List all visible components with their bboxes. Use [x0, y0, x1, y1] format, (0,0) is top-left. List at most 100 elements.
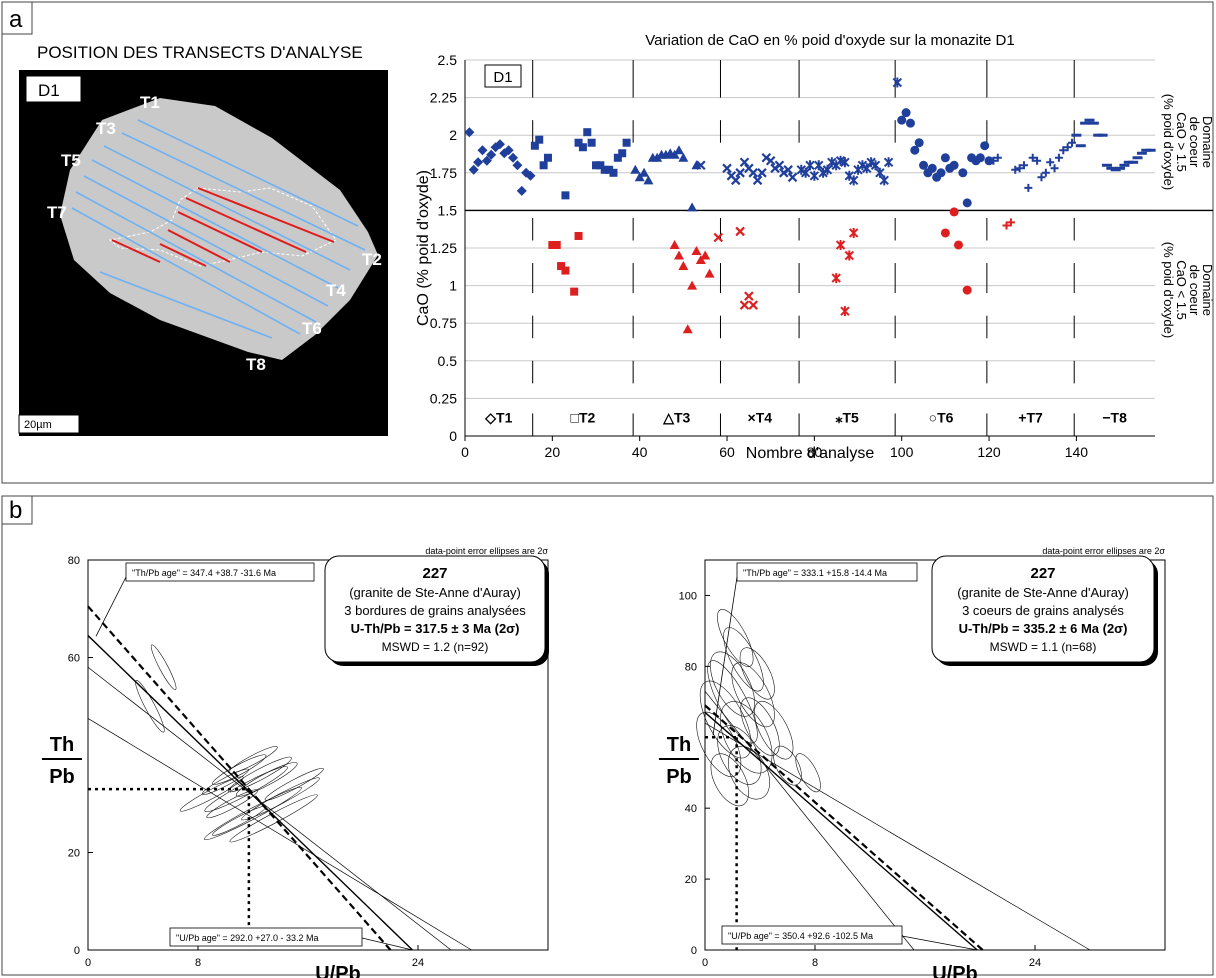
isochron-xtick-label: 24	[1029, 957, 1041, 969]
cao-point-rim-t5	[875, 167, 885, 178]
transect-label-t6: T6	[302, 319, 322, 338]
cao-point-rim-t5	[879, 175, 889, 186]
isochron-error-ellipse	[710, 753, 749, 807]
cao-point-core-t7	[1006, 218, 1015, 227]
cao-ytick-label: 0	[449, 428, 457, 444]
cao-point-rim-t6	[919, 160, 929, 170]
isochron-thpb-age-box	[736, 562, 918, 582]
isochron-line-thin	[87, 666, 452, 951]
isochron-error-ellipse	[739, 647, 775, 700]
isochron-x-axis-label: U/Pb	[932, 963, 978, 978]
cao-point-rim-t4	[730, 175, 741, 186]
isochron-ytick-label: 0	[691, 945, 697, 957]
cao-xtick-label: 100	[890, 444, 914, 460]
cao-xtick-label: 0	[461, 444, 469, 460]
cao-annotation-lower-3: CaO < 1.5	[1174, 260, 1189, 320]
cao-annotation-lower-1: Domaine	[1200, 264, 1215, 316]
cao-point-core-t3	[691, 246, 702, 256]
isochron-ytick-label: 80	[685, 661, 697, 673]
isochron-ytick-label: 20	[68, 848, 80, 860]
cao-ytick-label: 2.5	[438, 52, 458, 68]
cao-legend-t5: ⁎T5	[835, 409, 859, 425]
cao-annotation-upper-1: Domaine	[1200, 116, 1215, 168]
cao-point-core-t2	[561, 266, 570, 275]
cao-annotation-lower-4: (% poid d'oxyde)	[1161, 242, 1176, 338]
cao-chart: Variation de CaO en % poid d'oxyde sur l…	[415, 32, 1215, 462]
cao-legend-t3: △T3	[662, 409, 690, 425]
isochron-plot-frame	[704, 559, 1166, 951]
isochron-header: data-point error ellipses are 2σ	[425, 546, 548, 556]
core-transect-line-5	[159, 243, 207, 267]
cao-point-rim-t1	[473, 157, 484, 168]
isochron-error-ellipse	[795, 753, 821, 793]
rim-transect-line-7	[71, 207, 301, 335]
cao-point-core-t3	[682, 324, 693, 334]
cao-point-core-t6	[953, 240, 963, 250]
isochron-ytick-label: 40	[685, 803, 697, 815]
cao-point-rim-t4	[783, 165, 793, 175]
cao-ytick-label: 2.25	[430, 90, 457, 106]
isochron-error-ellipse	[740, 697, 780, 756]
cao-point-rim-t1	[508, 152, 519, 163]
isochron-thpb-age-label: "Th/Pb age" = 333.1 +15.8 -14.4 Ma	[743, 568, 887, 578]
image-heading: POSITION DES TRANSECTS D'ANALYSE	[37, 43, 363, 62]
core-transect-line-3	[177, 211, 263, 253]
cao-point-rim-t6	[940, 153, 950, 163]
cao-point-rim-t6	[897, 115, 907, 125]
cao-point-rim-t6	[901, 108, 911, 118]
isochron-ytick-label: 60	[68, 653, 80, 665]
rim-transect-line-4	[91, 159, 339, 289]
isochron-y-axis-denominator: Pb	[49, 766, 75, 788]
cao-point-rim-t4	[735, 168, 745, 178]
rim-transect-line-1	[137, 119, 359, 227]
cao-point-rim-t6	[927, 163, 937, 173]
cao-point-rim-t3	[678, 152, 689, 162]
cao-point-rim-t5	[862, 163, 872, 174]
isochron-info-line1: (granite de Ste-Anne d'Auray)	[957, 585, 1129, 600]
cao-point-rim-t2	[596, 161, 605, 170]
core-transect-line-2	[185, 197, 307, 253]
isochron-x-axis-label: U/Pb	[315, 963, 361, 978]
transect-label-t7: T7	[47, 203, 67, 222]
cao-point-rim-t6	[980, 141, 990, 151]
cao-legend-t7: +T7	[1018, 409, 1043, 425]
bse-image: D1 20µm T1 T2 T3 T4 T5 T6 T7 T8	[18, 70, 388, 436]
cao-point-rim-t5	[805, 160, 815, 171]
cao-legend-t6: ○T6	[929, 409, 954, 425]
cao-annotation-upper-2: de coeur	[1187, 117, 1202, 168]
cao-point-rim-t2	[530, 141, 539, 150]
cao-point-rim-t2	[587, 138, 596, 147]
isochron-rims-chart: data-point error ellipses are 2σ 0 20 60 80 0…	[42, 546, 549, 978]
sample-label-box	[25, 75, 82, 103]
isochron-line-thin	[704, 722, 1091, 951]
rim-transect-line-3	[103, 145, 351, 271]
cao-legend-t4: ×T4	[748, 409, 773, 425]
isochron-error-ellipse	[204, 786, 302, 841]
cao-point-rim-t1	[494, 139, 505, 150]
cao-point-core-t5	[835, 239, 846, 250]
isochron-error-ellipse	[773, 745, 802, 786]
cao-point-rim-t2	[622, 138, 631, 147]
cao-point-rim-t3	[687, 202, 698, 212]
isochron-thpb-leader	[712, 576, 738, 736]
transect-label-t2: T2	[362, 250, 382, 269]
cao-point-core-t3	[687, 280, 698, 290]
cao-point-core-t4	[713, 232, 724, 243]
cao-point-rim-t2	[574, 138, 583, 147]
isochron-y-axis-numerator: Th	[50, 734, 74, 756]
panel-a-label-box	[1, 1, 33, 35]
cao-point-core-t2	[570, 287, 579, 296]
isochron-upb-age-label: "U/Pb age" = 350.4 +92.6 -102.5 Ma	[728, 931, 873, 941]
sample-label: D1	[38, 81, 60, 100]
cao-xtick-label: 140	[1065, 444, 1089, 460]
cao-inset-label-box	[484, 64, 522, 88]
cao-point-core-t5	[844, 250, 855, 261]
isochron-info-line2: 3 bordures de grains analysées	[344, 603, 526, 618]
isochron-plot-frame	[87, 559, 549, 951]
cao-point-core-t5	[831, 273, 841, 284]
cao-point-rim-t1	[481, 155, 492, 166]
cao-annotation-lower-2: de coeur	[1187, 265, 1202, 316]
cao-point-rim-t6	[958, 168, 968, 178]
isochron-info-box	[931, 555, 1155, 663]
cao-point-rim-t2	[539, 161, 548, 170]
